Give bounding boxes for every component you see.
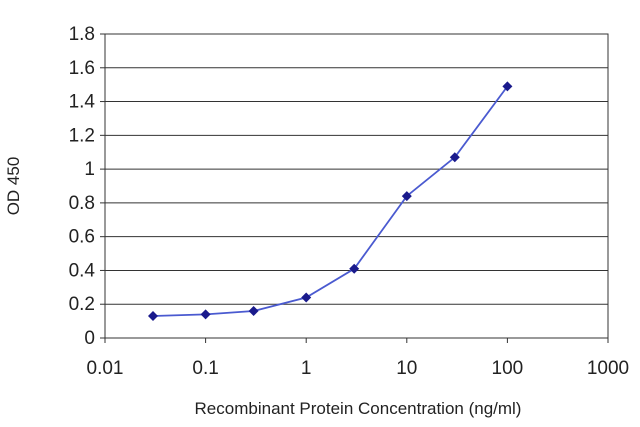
y-axis-title: OD 450	[4, 157, 23, 216]
plot-area	[104, 33, 609, 339]
y-tick-label: 1.2	[69, 125, 95, 146]
y-tick-label: 1.6	[69, 58, 95, 79]
x-tick-label: 0.01	[87, 358, 124, 379]
data-point	[349, 263, 360, 274]
y-tick-label: 0.6	[69, 227, 95, 248]
y-tick-label: 1.4	[69, 92, 96, 113]
x-tick-labels: 0.01 0.1 1 10 100 1000	[87, 358, 630, 379]
y-tick-label: 1.8	[69, 24, 95, 45]
data-point	[502, 81, 513, 92]
x-tick-label: 100	[492, 358, 524, 379]
data-point	[200, 309, 211, 320]
data-points	[147, 81, 513, 322]
y-tick-label: 0.8	[69, 193, 95, 214]
data-point	[449, 152, 460, 163]
data-point	[401, 191, 412, 202]
x-axis-title: Recombinant Protein Concentration (ng/ml…	[195, 399, 522, 418]
x-tick-label: 0.1	[192, 358, 218, 379]
gridlines	[105, 67, 608, 305]
y-tick-label: 1	[84, 159, 95, 180]
x-tick-label: 1000	[587, 358, 629, 379]
data-point	[147, 311, 158, 322]
y-tick-label: 0.4	[69, 260, 96, 281]
y-tick-label: 0.2	[69, 294, 95, 315]
x-tick-label: 10	[396, 358, 417, 379]
x-tick-label: 1	[301, 358, 312, 379]
series-line	[152, 85, 509, 317]
y-tick-labels: 0 0.2 0.4 0.6 0.8 1 1.2 1.4 1.6 1.8	[69, 24, 96, 349]
y-tick-label: 0	[84, 328, 95, 349]
data-point	[248, 305, 259, 316]
axis-ticks	[100, 33, 609, 343]
data-point	[301, 292, 312, 303]
